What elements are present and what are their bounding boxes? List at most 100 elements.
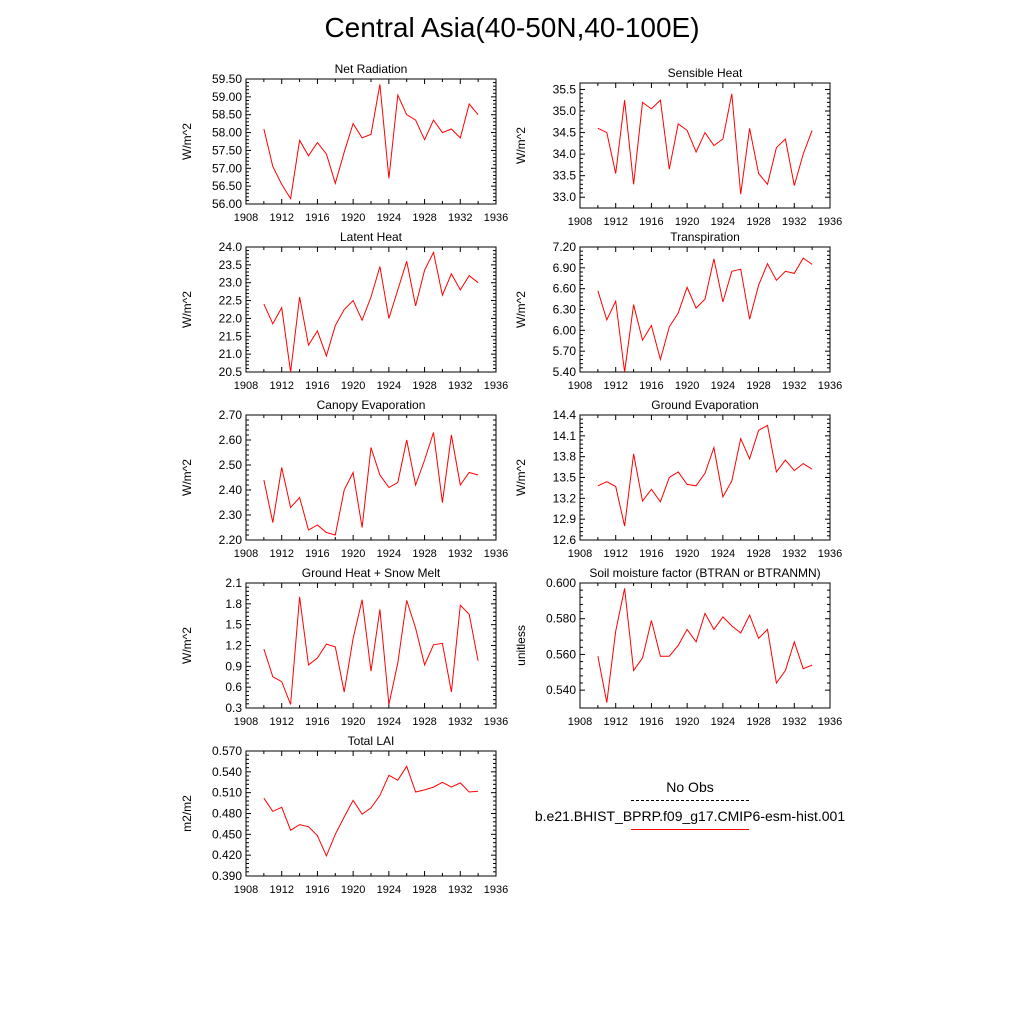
y-tick-label-2: 34.0 (553, 147, 577, 161)
y-tick-label-9: 0.420 (212, 848, 242, 862)
x-tick-label-1: 1936 (484, 212, 508, 224)
y-axis-label-5: W/m^2 (180, 459, 194, 496)
legend: No Obs b.e21.BHIST_BPRP.f09_g17.CMIP6-es… (520, 778, 860, 836)
x-tick-label-1: 1928 (412, 212, 436, 224)
y-tick-label-8: 0.540 (546, 683, 576, 697)
y-axis-label-7: W/m^2 (180, 627, 194, 664)
x-tick-label-7: 1916 (305, 716, 329, 728)
panel-title-8: Soil moisture factor (BTRAN or BTRANMN) (589, 566, 820, 580)
series-line-3 (263, 250, 479, 373)
y-axis-label-1: W/m^2 (180, 123, 194, 160)
y-tick-label-2: 33.0 (553, 190, 577, 204)
x-tick-label-2: 1908 (568, 216, 592, 228)
y-axis-label-3: W/m^2 (180, 291, 194, 328)
x-tick-label-4: 1908 (568, 380, 592, 392)
y-tick-label-8: 0.600 (546, 576, 576, 590)
series-line-4 (597, 257, 813, 373)
plot-frame-1 (245, 78, 497, 205)
plot-frame-2 (579, 82, 831, 209)
y-tick-label-9: 0.480 (212, 807, 242, 821)
x-tick-label-4: 1924 (711, 380, 735, 392)
x-tick-label-5: 1928 (412, 548, 436, 560)
x-tick-label-4: 1916 (639, 380, 663, 392)
y-tick-label-1: 57.50 (212, 143, 242, 157)
y-tick-label-3: 22.5 (219, 294, 243, 308)
y-tick-label-2: 35.5 (553, 82, 577, 96)
panel-title-7: Ground Heat + Snow Melt (302, 566, 441, 580)
x-tick-label-4: 1928 (746, 380, 770, 392)
y-tick-label-5: 2.60 (219, 433, 243, 447)
series-line-8 (597, 588, 813, 703)
y-tick-label-4: 6.00 (553, 323, 577, 337)
x-tick-label-7: 1908 (234, 716, 258, 728)
y-tick-label-2: 35.0 (553, 104, 577, 118)
x-tick-label-8: 1936 (818, 716, 842, 728)
y-axis-label-8: unitless (514, 625, 528, 666)
y-axis-label-2: W/m^2 (514, 127, 528, 164)
x-tick-label-6: 1924 (711, 548, 735, 560)
plot-frame-4 (579, 246, 831, 373)
x-tick-label-8: 1908 (568, 716, 592, 728)
panel-title-4: Transpiration (670, 230, 740, 244)
legend-obs-line (631, 800, 749, 801)
x-tick-label-3: 1912 (269, 380, 293, 392)
x-tick-label-2: 1920 (675, 216, 699, 228)
x-tick-label-1: 1924 (377, 212, 401, 224)
y-tick-label-8: 0.560 (546, 647, 576, 661)
y-tick-label-1: 58.50 (212, 108, 242, 122)
y-axis-label-6: W/m^2 (514, 459, 528, 496)
y-tick-label-7: 2.1 (225, 576, 242, 590)
x-tick-label-5: 1912 (269, 548, 293, 560)
x-tick-label-6: 1928 (746, 548, 770, 560)
x-tick-label-4: 1936 (818, 380, 842, 392)
y-tick-label-4: 6.90 (553, 261, 577, 275)
series-line-2 (597, 93, 813, 195)
series-line-1 (263, 84, 479, 201)
y-tick-label-3: 24.0 (219, 240, 243, 254)
x-tick-label-2: 1936 (818, 216, 842, 228)
y-tick-label-6: 13.2 (553, 491, 577, 505)
x-tick-label-5: 1936 (484, 548, 508, 560)
x-tick-label-9: 1908 (234, 884, 258, 896)
y-tick-label-3: 20.5 (219, 365, 243, 379)
y-tick-label-9: 0.510 (212, 786, 242, 800)
x-tick-label-9: 1920 (341, 884, 365, 896)
x-tick-label-2: 1932 (782, 216, 806, 228)
x-tick-label-9: 1912 (269, 884, 293, 896)
y-tick-label-4: 6.60 (553, 282, 577, 296)
y-tick-label-5: 2.50 (219, 458, 243, 472)
x-tick-label-5: 1908 (234, 548, 258, 560)
x-tick-label-3: 1936 (484, 380, 508, 392)
panel-title-5: Canopy Evaporation (317, 398, 426, 412)
x-tick-label-7: 1932 (448, 716, 472, 728)
series-line-7 (263, 596, 479, 705)
x-tick-label-8: 1912 (603, 716, 627, 728)
y-tick-label-7: 0.3 (225, 701, 242, 715)
x-tick-label-7: 1936 (484, 716, 508, 728)
x-tick-label-5: 1932 (448, 548, 472, 560)
y-tick-label-6: 14.4 (553, 408, 577, 422)
series-line-6 (597, 424, 813, 527)
x-tick-label-3: 1908 (234, 380, 258, 392)
x-tick-label-1: 1908 (234, 212, 258, 224)
x-tick-label-9: 1916 (305, 884, 329, 896)
figure-title: Central Asia(40-50N,40-100E) (324, 12, 700, 43)
y-tick-label-3: 21.5 (219, 329, 243, 343)
plot-frame-8 (579, 582, 831, 709)
x-tick-label-1: 1932 (448, 212, 472, 224)
x-tick-label-9: 1928 (412, 884, 436, 896)
legend-obs-label: No Obs (666, 779, 714, 795)
x-tick-label-2: 1928 (746, 216, 770, 228)
y-tick-label-7: 1.2 (225, 639, 242, 653)
y-tick-label-4: 7.20 (553, 240, 577, 254)
panel-title-9: Total LAI (348, 734, 395, 748)
y-tick-label-6: 12.6 (553, 533, 577, 547)
y-tick-label-4: 5.40 (553, 365, 577, 379)
plot-frame-3 (245, 246, 497, 373)
x-tick-label-4: 1932 (782, 380, 806, 392)
y-tick-label-7: 1.8 (225, 597, 242, 611)
y-tick-label-9: 0.450 (212, 827, 242, 841)
y-tick-label-1: 59.00 (212, 90, 242, 104)
x-tick-label-6: 1916 (639, 548, 663, 560)
